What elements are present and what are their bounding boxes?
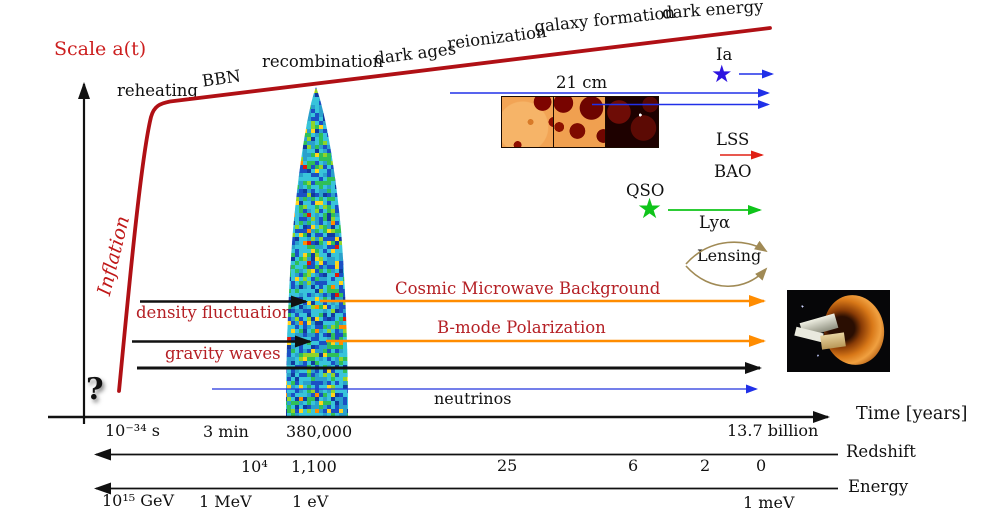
time-axis-label: Time [years] bbox=[856, 404, 968, 424]
energy-tick-1mev: 1 MeV bbox=[199, 492, 252, 511]
redshift-tick-2: 2 bbox=[700, 456, 711, 475]
21cm-map-early bbox=[501, 96, 555, 148]
density-fluctuations-label: density fluctuations bbox=[136, 303, 301, 322]
gravity-waves-label: gravity waves bbox=[165, 344, 281, 363]
21cm-simulation-images bbox=[501, 96, 659, 148]
energy-tick-1mev-milli: 1 meV bbox=[743, 493, 795, 512]
epoch-reheating: reheating bbox=[117, 81, 198, 100]
time-tick-1034s: 10⁻³⁴ s bbox=[105, 421, 160, 440]
lyman-alpha-label: Lyα bbox=[699, 213, 731, 232]
supernova-ia-label: Ia bbox=[716, 45, 733, 64]
redshift-tick-6: 6 bbox=[628, 456, 639, 475]
scale-axis-label: Scale a(t) bbox=[54, 38, 147, 60]
21cm-label: 21 cm bbox=[556, 73, 608, 92]
supernova-star-icon: ★ bbox=[711, 60, 733, 88]
planck-satellite-image bbox=[787, 290, 890, 372]
time-tick-13-7-billion: 13.7 billion bbox=[727, 421, 819, 440]
21cm-map-late bbox=[605, 96, 659, 148]
lss-label: LSS bbox=[716, 130, 750, 149]
epoch-recombination: recombination bbox=[262, 52, 384, 71]
cmb-fluctuation-map bbox=[286, 87, 348, 418]
scale-factor-curve bbox=[117, 26, 772, 393]
21cm-map-mid bbox=[553, 96, 607, 148]
lensing-arrow-upper bbox=[685, 240, 768, 265]
neutrinos-label: neutrinos bbox=[434, 389, 512, 408]
bao-label: BAO bbox=[714, 162, 752, 181]
lensing-label: Lensing bbox=[697, 246, 762, 265]
bmode-label: B-mode Polarization bbox=[437, 318, 606, 337]
qso-label: QSO bbox=[626, 181, 665, 200]
redshift-axis-label: Redshift bbox=[846, 442, 916, 461]
redshift-tick-25: 25 bbox=[497, 456, 518, 475]
energy-tick-1015gev: 10¹⁵ GeV bbox=[102, 491, 175, 510]
lensing-arrow-lower bbox=[685, 265, 768, 287]
cmb-label: Cosmic Microwave Background bbox=[395, 279, 661, 298]
time-tick-380000: 380,000 bbox=[286, 422, 353, 441]
energy-axis-label: Energy bbox=[848, 477, 909, 496]
quasar-star-icon: ★ bbox=[637, 192, 663, 225]
initial-conditions-question-mark: ? bbox=[86, 372, 104, 407]
redshift-tick-0: 0 bbox=[756, 456, 767, 475]
redshift-tick-104: 10⁴ bbox=[241, 457, 268, 476]
energy-tick-1ev: 1 eV bbox=[292, 492, 329, 511]
redshift-tick-1100: 1,100 bbox=[291, 457, 337, 476]
time-tick-3min: 3 min bbox=[203, 422, 249, 441]
